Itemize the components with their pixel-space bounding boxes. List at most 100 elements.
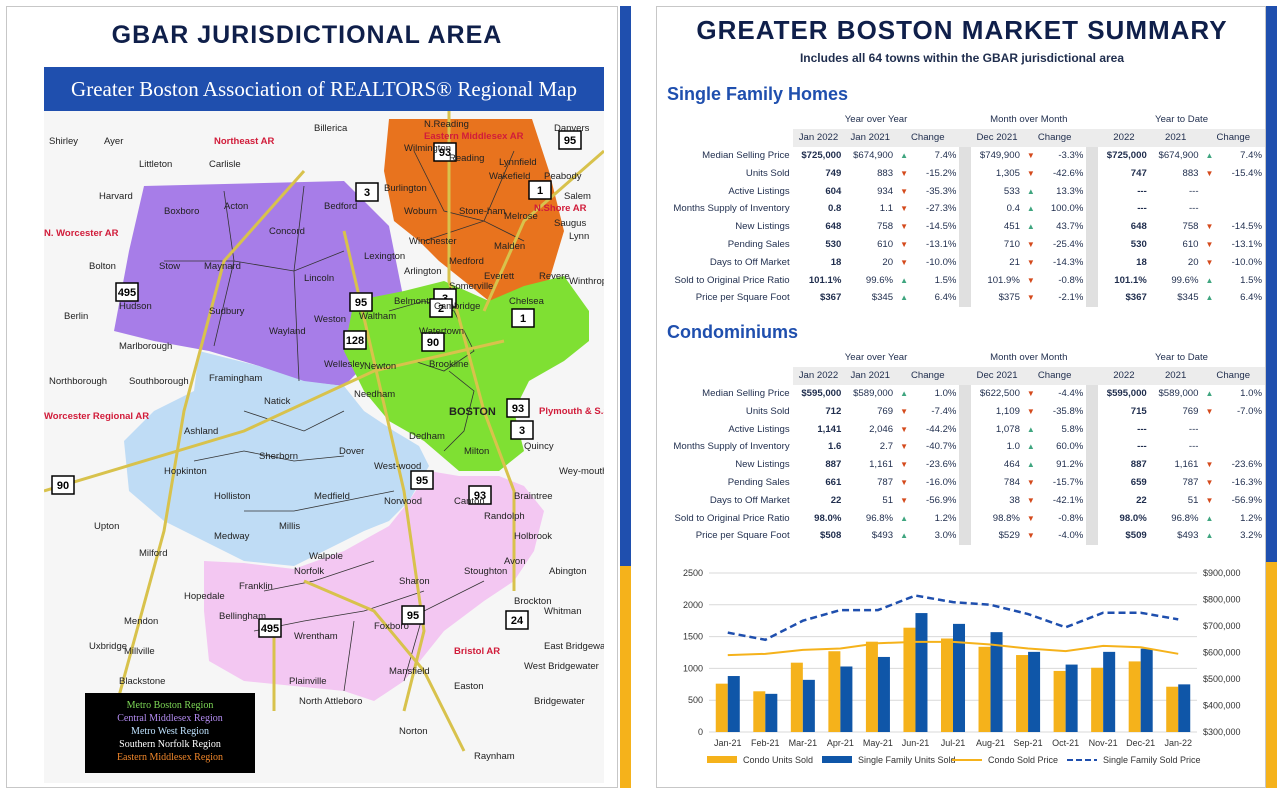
x-tick-label: Apr-21 xyxy=(827,738,854,748)
map-label: Bolton xyxy=(89,261,116,272)
table-row: Active Listings 604 934 ▼ -35.3% 533 ▲ 13.3% ---… xyxy=(663,182,1265,200)
line-sf-price xyxy=(727,594,1179,642)
metro-west-region xyxy=(124,351,429,566)
map-label: Walpole xyxy=(309,551,343,562)
map-label: North Attleboro xyxy=(299,696,363,707)
x-tick-label: Feb-21 xyxy=(751,738,780,748)
map-label: Chelsea xyxy=(509,296,544,307)
map-label: Medford xyxy=(449,256,484,267)
map-label: Burlington xyxy=(384,183,427,194)
svg-text:1: 1 xyxy=(537,185,543,197)
route-shield: 90 xyxy=(421,332,445,352)
map-label: Newton xyxy=(364,361,397,372)
map-label: Bellingham xyxy=(219,611,266,622)
table-row: Sold to Original Price Ratio 98.0% 96.8% ▲ 1… xyxy=(663,509,1265,527)
bar-condo-units xyxy=(940,638,953,732)
map-label: Easton xyxy=(454,681,484,692)
x-tick-label: Jul-21 xyxy=(941,738,966,748)
legend-entry: Central Middlesex Region xyxy=(117,713,223,724)
map-label: Abington xyxy=(549,566,587,577)
map-label: Bridgewater xyxy=(534,696,585,707)
map-label: Millville xyxy=(124,646,155,657)
svg-text:128: 128 xyxy=(346,335,364,347)
route-shield: 3 xyxy=(355,182,379,202)
table-row: Pending Sales 530 610 ▼ -13.1% 710 ▼ -25.4% 530 6… xyxy=(663,235,1265,254)
map-label: Lynn xyxy=(569,231,590,242)
bar-sf-units xyxy=(840,666,853,732)
route-shield: 495 xyxy=(115,282,139,302)
y-tick-label: 1000 xyxy=(683,663,703,673)
x-tick-label: Jun-21 xyxy=(902,738,930,748)
bar-condo-units xyxy=(828,651,841,732)
y2-tick-label: $800,000 xyxy=(1203,595,1241,605)
y-tick-label: 500 xyxy=(688,695,703,705)
map-label: Mansfield xyxy=(389,666,430,677)
section-title-single-family: Single Family Homes xyxy=(667,84,849,104)
route-shield: 128 xyxy=(343,330,367,350)
svg-text:90: 90 xyxy=(427,337,439,349)
route-shield: 3 xyxy=(510,420,534,440)
map-label: Blackstone xyxy=(119,676,166,687)
right-title: GREATER BOSTON MARKET SUMMARY xyxy=(696,15,1228,45)
bar-sf-units xyxy=(765,693,778,732)
legend-label: Single Family Sold Price xyxy=(1103,755,1201,765)
bar-sf-units xyxy=(953,623,966,732)
route-shield: 495 xyxy=(258,618,282,638)
map-label: Reading xyxy=(449,153,485,164)
map-label: Wrentham xyxy=(294,631,338,642)
map-label: Arlington xyxy=(404,266,442,277)
map-label: Worcester Regional AR xyxy=(44,411,150,422)
map-label: Randolph xyxy=(484,511,525,522)
svg-text:495: 495 xyxy=(261,623,279,635)
svg-text:93: 93 xyxy=(439,147,451,159)
map-label: Franklin xyxy=(239,581,273,592)
x-tick-label: May-21 xyxy=(863,738,893,748)
svg-text:95: 95 xyxy=(416,475,428,487)
sales-chart: 0 500 1000 1500 2000 2500 $300,000 $400,000 $500… xyxy=(667,567,1257,782)
bar-condo-units xyxy=(790,662,803,732)
map-label: Revere xyxy=(539,271,570,282)
map-label: Natick xyxy=(264,396,291,407)
southern-norfolk-region xyxy=(204,471,544,701)
table-row: Price per Square Foot $367 $345 ▲ 6.4% $375 ▼ -… xyxy=(663,288,1265,307)
x-tick-label: Dec-21 xyxy=(1126,738,1155,748)
svg-text:3: 3 xyxy=(364,187,370,199)
map-label: Berlin xyxy=(64,311,89,322)
table-row: Units Sold 749 883 ▼ -15.2% 1,305 ▼ -42.6% 747 88… xyxy=(663,164,1265,183)
map-label: Wayland xyxy=(269,326,306,337)
map-label: Medway xyxy=(214,531,250,542)
bar-condo-units xyxy=(1016,655,1029,732)
svg-text:95: 95 xyxy=(564,135,576,147)
bar-condo-units xyxy=(865,641,878,732)
y2-tick-label: $400,000 xyxy=(1203,701,1241,711)
x-tick-label: Jan-21 xyxy=(714,738,742,748)
map-label: Plainville xyxy=(289,676,327,687)
map-label: Mendon xyxy=(124,616,159,627)
x-tick-label: Oct-21 xyxy=(1052,738,1079,748)
regional-map: 39395319521128909334959593952490495 Bill… xyxy=(44,111,604,783)
right-side-bar-gold xyxy=(1266,562,1277,788)
y-tick-label: 2500 xyxy=(683,568,703,578)
sales-chart-svg: 0 500 1000 1500 2000 2500 $300,000 $400,000 $500… xyxy=(683,568,1241,765)
map-label: Foxboro xyxy=(374,621,409,632)
svg-text:95: 95 xyxy=(355,297,367,309)
map-label: Billerica xyxy=(314,123,348,134)
map-label: Southborough xyxy=(129,376,189,387)
map-label: Ashland xyxy=(184,426,219,437)
map-label: Avon xyxy=(504,556,526,567)
map-label: Lexington xyxy=(364,251,406,262)
bar-condo-units xyxy=(978,646,991,732)
map-label: Brookline xyxy=(429,359,469,370)
bar-sf-units xyxy=(1065,664,1078,732)
map-label: Canton xyxy=(454,496,485,507)
map-label: Sherborn xyxy=(259,451,299,462)
map-label: Raynham xyxy=(474,751,515,762)
map-label: Dover xyxy=(339,446,365,457)
map-label: Everett xyxy=(484,271,515,282)
y2-tick-label: $900,000 xyxy=(1203,568,1241,578)
map-label: N. Worcester AR xyxy=(44,228,119,239)
route-shield: 95 xyxy=(410,470,434,490)
map-label: Lynnfield xyxy=(499,157,537,168)
x-tick-label: Mar-21 xyxy=(789,738,818,748)
map-label: Waltham xyxy=(359,311,397,322)
